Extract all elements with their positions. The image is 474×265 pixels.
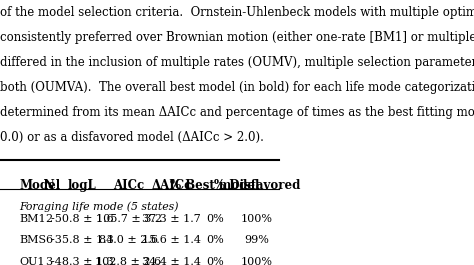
Text: OU1: OU1 <box>19 257 45 265</box>
Text: BMS: BMS <box>19 235 46 245</box>
Text: 3: 3 <box>46 257 53 265</box>
Text: 0%: 0% <box>206 257 224 265</box>
Text: both (OUMVA).  The overall best model (in bold) for each life mode categorizatio: both (OUMVA). The overall best model (in… <box>0 81 474 94</box>
Text: of the model selection criteria.  Ornstein-Uhlenbeck models with multiple optima: of the model selection criteria. Ornstei… <box>0 6 474 19</box>
Text: consistently preferred over Brownian motion (either one-rate [BM1] or multiple [: consistently preferred over Brownian mot… <box>0 31 474 44</box>
Text: 100%: 100% <box>241 214 273 224</box>
Text: 102.8 ± 2.6: 102.8 ± 2.6 <box>95 257 162 265</box>
Text: 105.7 ± 3.2: 105.7 ± 3.2 <box>95 214 162 224</box>
Text: determined from its mean ΔAICc and percentage of times as the best fitting model: determined from its mean ΔAICc and perce… <box>0 106 474 119</box>
Text: 0%: 0% <box>206 235 224 245</box>
Text: -50.8 ± 1.6: -50.8 ± 1.6 <box>51 214 114 224</box>
Text: 34.4 ± 1.4: 34.4 ± 1.4 <box>142 257 201 265</box>
Text: 99%: 99% <box>245 235 269 245</box>
Text: 15.6 ± 1.4: 15.6 ± 1.4 <box>142 235 201 245</box>
Text: % Disfavored: % Disfavored <box>214 179 300 192</box>
Text: 100%: 100% <box>241 257 273 265</box>
Text: -48.3 ± 1.3: -48.3 ± 1.3 <box>51 257 114 265</box>
Text: 0%: 0% <box>206 214 224 224</box>
Text: BM1: BM1 <box>19 214 46 224</box>
Text: Model: Model <box>19 179 61 192</box>
Text: logL: logL <box>68 179 97 192</box>
Text: 6: 6 <box>46 235 53 245</box>
Text: 84.0 ± 2.6: 84.0 ± 2.6 <box>99 235 158 245</box>
Text: -35.8 ± 1.3: -35.8 ± 1.3 <box>51 235 114 245</box>
Text: AICc: AICc <box>113 179 144 192</box>
Text: 0.0) or as a disfavored model (ΔAICc > 2.0).: 0.0) or as a disfavored model (ΔAICc > 2… <box>0 131 264 144</box>
Text: % Best model: % Best model <box>171 179 260 192</box>
Text: 37.3 ± 1.7: 37.3 ± 1.7 <box>142 214 201 224</box>
Text: differed in the inclusion of multiple rates (OUMV), multiple selection parameter: differed in the inclusion of multiple ra… <box>0 56 474 69</box>
Text: 2: 2 <box>46 214 53 224</box>
Text: Foraging life mode (5 states): Foraging life mode (5 states) <box>19 202 179 212</box>
Text: N: N <box>44 179 54 192</box>
Text: ΔAICc: ΔAICc <box>152 179 192 192</box>
